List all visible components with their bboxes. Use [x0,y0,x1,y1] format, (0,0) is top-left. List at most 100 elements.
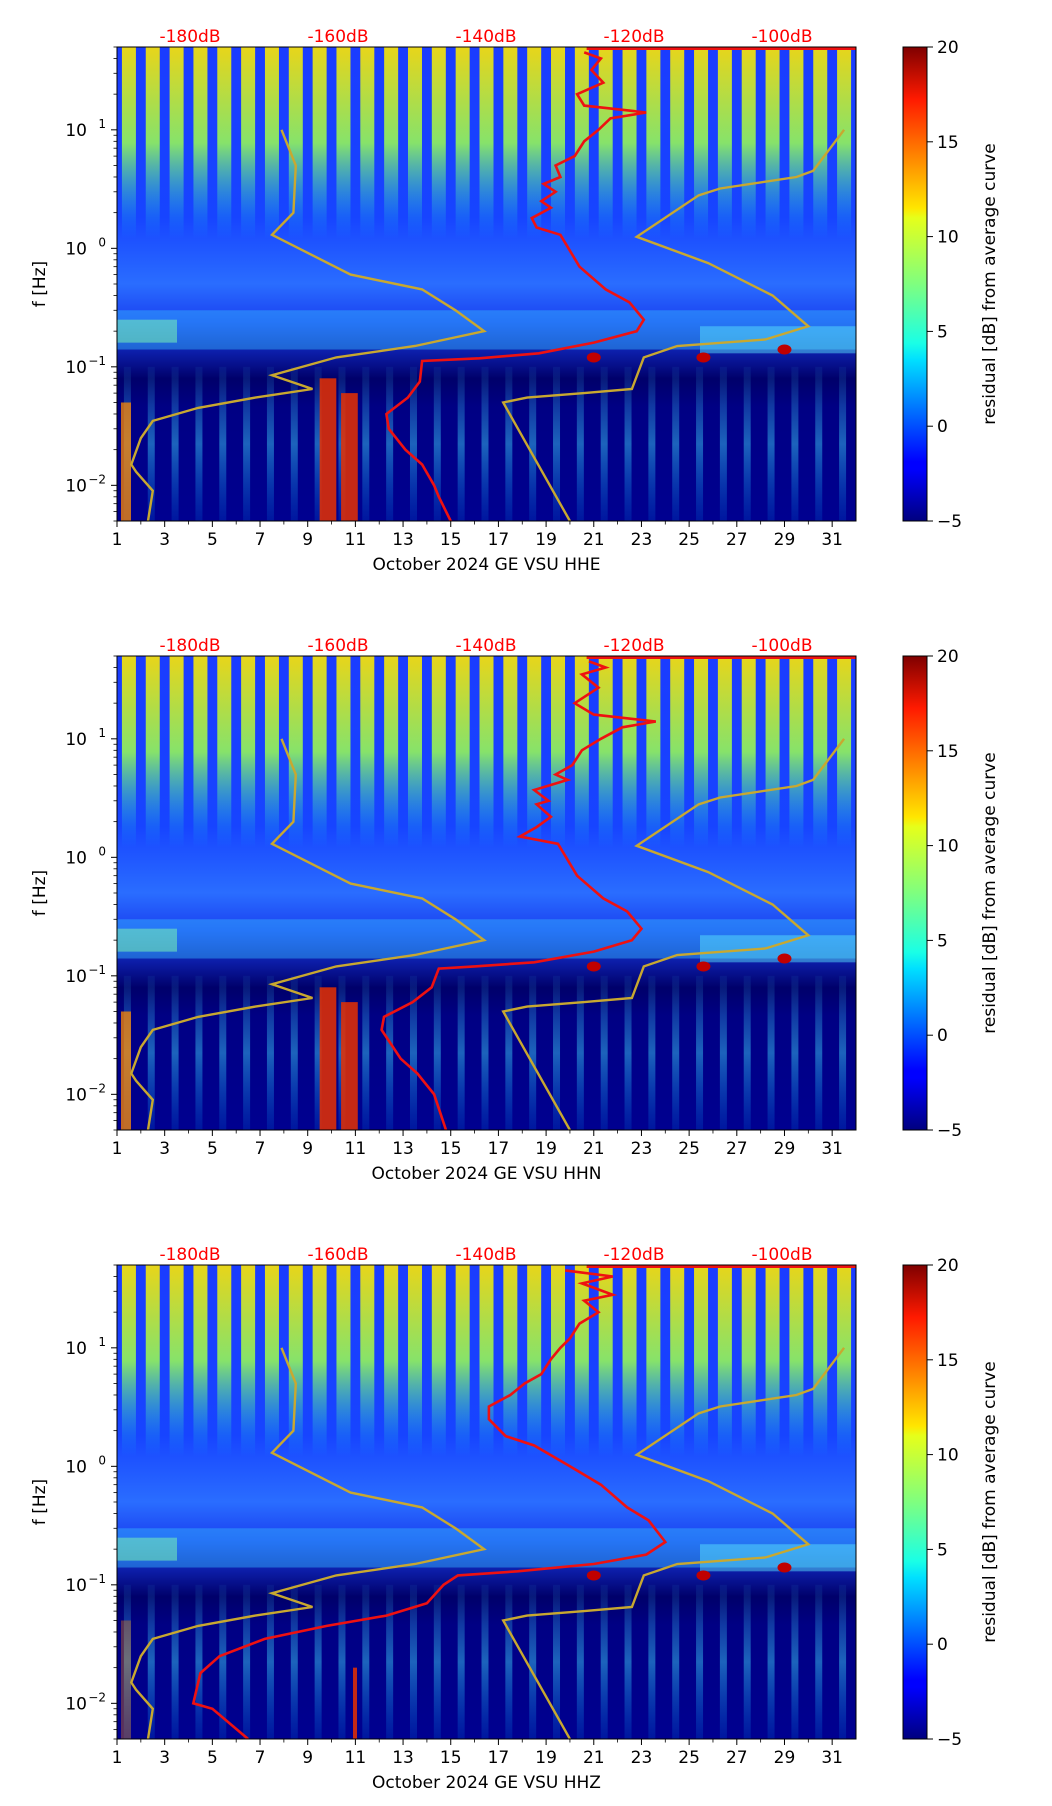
x-tick-label: 5 [207,1139,218,1159]
day-stripe-low [624,366,632,521]
noise-model-curve-1 [129,738,487,1130]
day-stripe-low [529,975,537,1130]
day-stripe-low [147,1584,155,1739]
x-tick-label: 29 [774,530,796,550]
day-stripe-high [169,47,184,239]
y-tick-label: 10 [65,239,87,259]
y-tick-label: 10 [65,1457,87,1477]
day-stripe-high [384,1265,399,1457]
day-stripe-high [288,1265,303,1457]
colorbar-tick-label: −5 [937,1730,962,1750]
x-tick-label: 25 [678,530,700,550]
hot-column [341,1002,358,1130]
day-stripe-high [169,656,184,848]
day-stripe-low [386,975,394,1130]
x-tick-label: 7 [255,530,266,550]
colorbar-tick-label: 5 [937,322,948,342]
day-stripe-low [266,975,274,1130]
y-tick-label: 10 [65,1694,87,1714]
day-stripe-low [767,366,775,521]
colorbar [902,655,928,1131]
day-stripe-low [457,1584,465,1739]
y-tick-label: 10 [65,121,87,141]
colorbar [902,46,928,522]
day-stripe-high [479,1265,494,1457]
day-stripe-high [145,656,160,848]
x-tick-label: 5 [207,1748,218,1768]
x-tick-label: 15 [440,1748,462,1768]
hot-column-left [121,402,131,521]
day-stripe-high [145,47,160,239]
hot-spot [777,1562,792,1573]
day-stripe-low [839,975,847,1130]
day-stripe-low [576,1584,584,1739]
microseism-band-left [117,1537,177,1561]
db-scale-label: -160dB [307,1245,368,1265]
day-stripe-low [719,366,727,521]
day-stripe-low [648,975,656,1130]
day-stripe-low [505,1584,513,1739]
day-stripe-low [290,1584,298,1739]
x-tick-label: 27 [726,530,748,550]
day-stripe-low [767,1584,775,1739]
day-stripe-high [765,656,780,848]
day-stripe-low [648,366,656,521]
noise-model-curve-1 [129,1347,487,1739]
day-stripe-high [527,47,542,239]
day-stripe-high [813,1265,828,1457]
x-tick-label: 17 [488,1139,510,1159]
day-stripe-high [789,47,804,239]
day-stripe-low [624,1584,632,1739]
x-tick-label: 9 [302,530,313,550]
day-stripe-high [288,656,303,848]
day-stripe-low [243,1584,251,1739]
y-tick-label: 10 [65,1576,87,1596]
day-stripe-high [360,47,375,239]
db-scale-label: -100dB [751,1245,812,1265]
day-stripe-low [743,366,751,521]
day-stripe-high [121,1265,136,1457]
y-axis-label: f [Hz] [30,1479,50,1525]
day-stripe-low [409,1584,417,1739]
hot-column [341,393,358,521]
x-tick-label: 9 [302,1748,313,1768]
x-tick-label: 21 [583,1139,605,1159]
day-stripe-low [171,366,179,521]
noise-model-curve-1 [129,129,487,521]
day-stripe-high [455,47,470,239]
day-stripe-low [505,975,513,1130]
microseism-band-left [117,319,177,343]
day-stripe-low [362,366,370,521]
x-tick-label: 25 [678,1748,700,1768]
day-stripe-high [193,47,208,239]
day-stripe-high [670,47,685,239]
day-stripe-low [147,975,155,1130]
x-tick-label: 5 [207,530,218,550]
x-tick-label: 31 [821,530,843,550]
day-stripe-low [171,1584,179,1739]
colorbar-tick-label: 15 [937,742,959,762]
day-stripe-high [717,1265,732,1457]
day-stripe-high [622,47,637,239]
heatmap-body [117,656,856,1130]
x-tick-label: 11 [345,1139,367,1159]
day-stripe-low [529,1584,537,1739]
day-stripe-high [837,1265,852,1457]
day-stripe-high [336,656,351,848]
day-stripe-low [123,1584,131,1739]
day-stripe-high [264,656,279,848]
y-tick-exponent: 1 [98,117,106,131]
day-stripe-low [576,366,584,521]
day-stripe-low [815,1584,823,1739]
y-tick-exponent: 0 [98,844,106,858]
hot-spot [777,953,792,964]
hot-spot [696,352,711,363]
x-tick-label: 19 [535,530,557,550]
day-stripe-high [670,656,685,848]
day-stripe-low [672,1584,680,1739]
db-scale-label: -100dB [751,636,812,656]
day-stripe-high [503,656,518,848]
x-tick-label: 17 [488,530,510,550]
